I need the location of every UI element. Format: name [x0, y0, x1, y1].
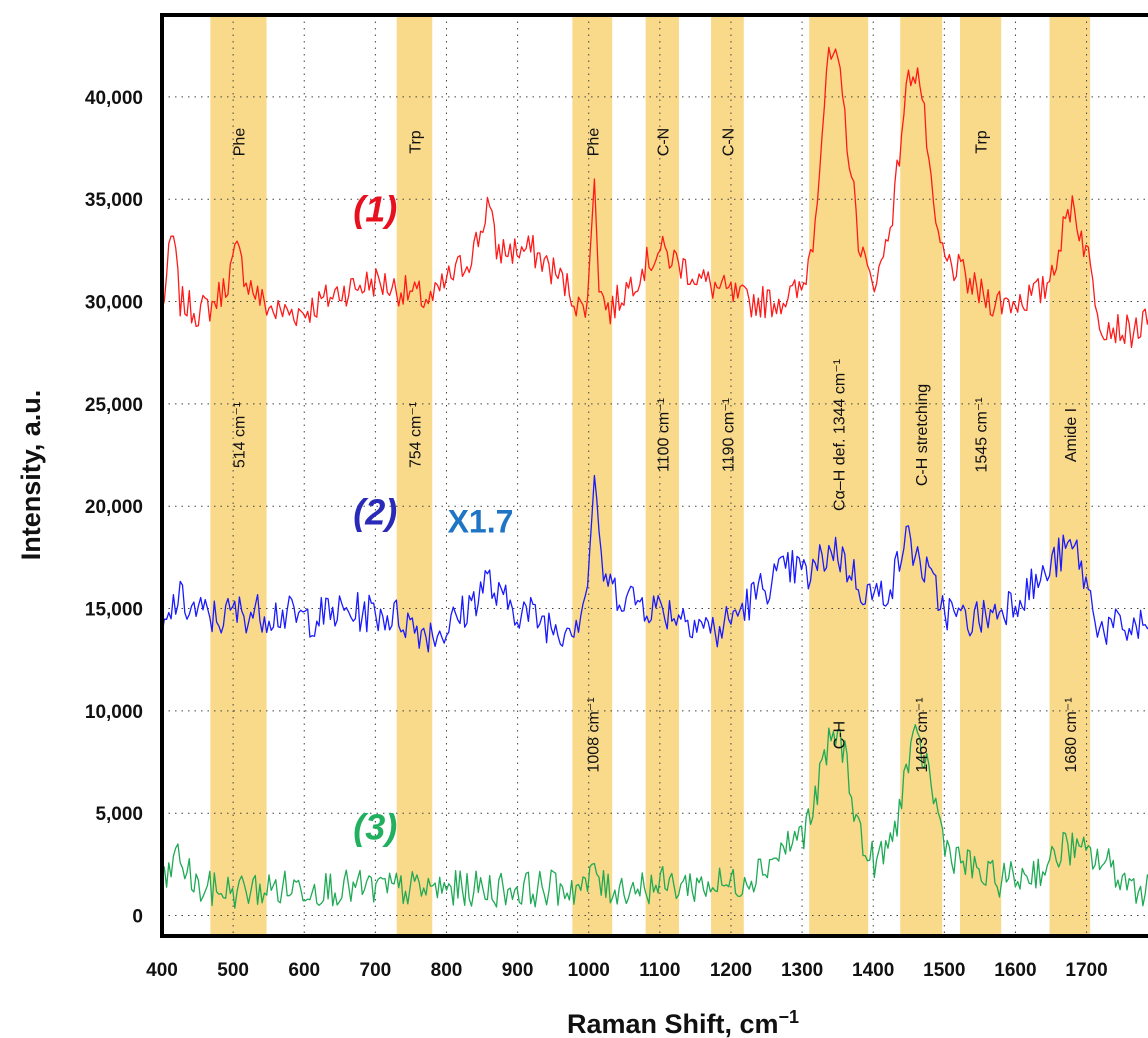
x-tick-label: 700 [360, 960, 392, 981]
highlight-band [959, 15, 1002, 936]
band-label-top: C-N [655, 128, 672, 156]
spectrum-line-3 [161, 724, 1148, 909]
band-label-layer: Phe 514 cm⁻¹ Trp 754 cm⁻¹ Phe 1008 cm⁻¹ C-N 110… [231, 128, 1079, 773]
y-tick-label: 0 [132, 907, 143, 928]
band-label-mid: 1100 cm⁻¹ [655, 398, 672, 472]
highlight-band [1049, 15, 1091, 936]
x-tick-label: 1300 [781, 960, 823, 981]
highlight-band [645, 15, 680, 936]
y-tick-label: 5,000 [95, 804, 143, 825]
x-tick-label: 400 [146, 960, 178, 981]
highlight-band [210, 15, 267, 936]
y-tick-label: 35,000 [85, 190, 143, 211]
series-layer [161, 46, 1148, 909]
x-tick-label: 1700 [1065, 960, 1107, 981]
grid-layer [162, 15, 1148, 936]
band-label-top: Phe [231, 128, 248, 157]
x-tick-label: 1100 [639, 960, 680, 981]
series-label: (1) [353, 188, 397, 229]
band-label-top: Phe [585, 128, 602, 157]
band-label-low: C-H [832, 721, 849, 749]
band-label-mid: 1190 cm⁻¹ [720, 398, 737, 472]
highlight-band [572, 15, 613, 936]
band-label-mid: Amide I [1063, 408, 1080, 462]
band-label-low: 1680 cm⁻¹ [1063, 697, 1080, 772]
spectrum-line-1 [161, 46, 1148, 349]
y-tick-label: 20,000 [85, 497, 143, 518]
series-label: (3) [353, 807, 397, 848]
band-label-mid: 1545 cm⁻¹ [974, 397, 991, 472]
plot-frame [160, 13, 1148, 938]
series-label-layer: (1) (2) (3) [353, 188, 397, 847]
spectrum-line-2 [161, 474, 1148, 653]
band-label-top: C-N [720, 128, 737, 156]
y-tick-label: 40,000 [85, 88, 143, 109]
x-tick-label: 1400 [852, 960, 894, 981]
band-label-mid: C-H stretching [914, 384, 931, 486]
x-tick-label: 1000 [568, 960, 610, 981]
x-tick-label: 900 [502, 960, 534, 981]
band-label-mid: Cα–H def. 1344 cm⁻¹ [832, 359, 849, 511]
band-layer [210, 15, 1091, 936]
y-tick-label: 25,000 [85, 395, 143, 416]
plot-border [160, 13, 1148, 938]
y-tick-labels: 0 5,000 10,000 15,000 20,000 25,000 30,000 35,0… [85, 88, 143, 928]
highlight-band [900, 15, 943, 936]
x-tick-label: 800 [431, 960, 463, 981]
x-axis-title: Raman Shift, cm−1 [567, 1007, 799, 1038]
x-tick-label: 1500 [923, 960, 965, 981]
scale-factor-label: X1.7 [448, 504, 514, 540]
x-tick-labels: 400 500 600 700 800 900 1000 1100 1200 1300 1400 15… [146, 960, 1108, 981]
x-tick-label: 1600 [994, 960, 1036, 981]
highlight-band [711, 15, 744, 936]
y-axis-title: Intensity, a.u. [16, 390, 46, 561]
band-label-top: Trp [407, 130, 424, 154]
x-tick-label: 500 [217, 960, 249, 981]
x-tick-label: 600 [288, 960, 320, 981]
x-tick-label: 1200 [710, 960, 752, 981]
band-label-low: 1008 cm⁻¹ [585, 697, 602, 772]
y-tick-label: 10,000 [85, 702, 143, 723]
y-tick-label: 15,000 [85, 600, 143, 621]
highlight-band [396, 15, 433, 936]
band-label-mid: 754 cm⁻¹ [407, 402, 424, 468]
y-tick-label: 30,000 [85, 293, 143, 314]
band-label-low: 1463 cm⁻¹ [914, 697, 931, 772]
band-label-top: Trp [974, 130, 991, 154]
annotation-layer: X1.7 [448, 504, 514, 540]
band-label-mid: 514 cm⁻¹ [231, 402, 248, 468]
series-label: (2) [353, 491, 397, 532]
